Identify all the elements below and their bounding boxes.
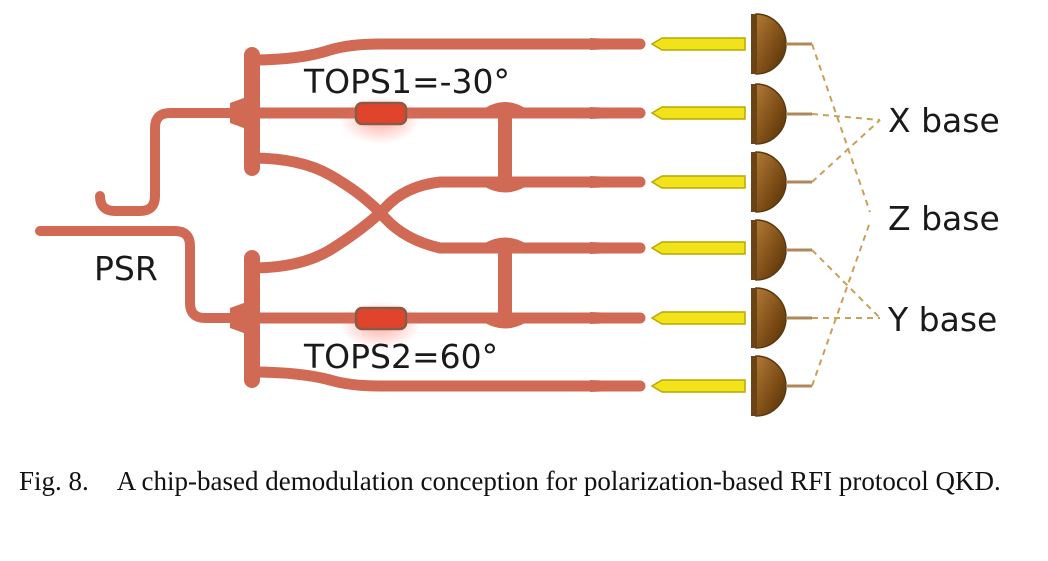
detector-5: [751, 287, 812, 349]
z-base-link-6: [811, 221, 871, 387]
detector-4: [751, 219, 812, 281]
x-base-label: X base: [888, 101, 1000, 140]
y-base-link-4: [811, 249, 881, 319]
x-base-link-3: [811, 119, 881, 183]
detector-3: [751, 151, 812, 213]
psr-input-waveguide: [35, 226, 255, 323]
tops2-label: TOPS2=60°: [303, 337, 498, 376]
waveguide-network: [35, 38, 646, 392]
z-base-label: Z base: [888, 199, 1000, 238]
psr-upper-waveguide: [95, 108, 255, 216]
fiber-1: [650, 37, 746, 51]
y-base-label: Y base: [887, 300, 997, 339]
phase-shifter-tops1: [340, 96, 420, 144]
basis-connection-lines: [811, 43, 881, 387]
waveguide-out-6: [246, 366, 646, 392]
fiber-2: [650, 106, 746, 120]
fiber-array: [650, 37, 746, 393]
psr-label: PSR: [94, 249, 158, 288]
phase-shifter-tops2: [340, 301, 420, 349]
z-base-link-1: [811, 43, 871, 213]
cross-waveguide-up: [246, 176, 646, 274]
fiber-3: [650, 175, 746, 189]
detector-array: [751, 13, 812, 417]
fiber-6: [650, 379, 746, 393]
cross-waveguide-down: [246, 152, 646, 254]
figure-caption: Fig. 8. A chip-based demodulation concept…: [19, 464, 1029, 498]
detector-2: [751, 83, 812, 145]
detector-6: [751, 355, 812, 417]
fiber-5: [650, 311, 746, 325]
x-base-link-2: [811, 113, 881, 121]
figure-number: Fig. 8.: [19, 466, 89, 496]
waveguide-tapers: [230, 38, 640, 392]
tops1-label: TOPS1=-30°: [303, 62, 510, 101]
waveguide-out-1: [246, 38, 646, 66]
fiber-4: [650, 241, 746, 255]
detector-1: [751, 13, 812, 75]
caption-text: A chip-based demodulation conception for…: [116, 466, 1001, 496]
chip-demodulation-diagram: PSR TOPS1=-30° TOPS2=60° X base Z base Y…: [35, 13, 1000, 417]
